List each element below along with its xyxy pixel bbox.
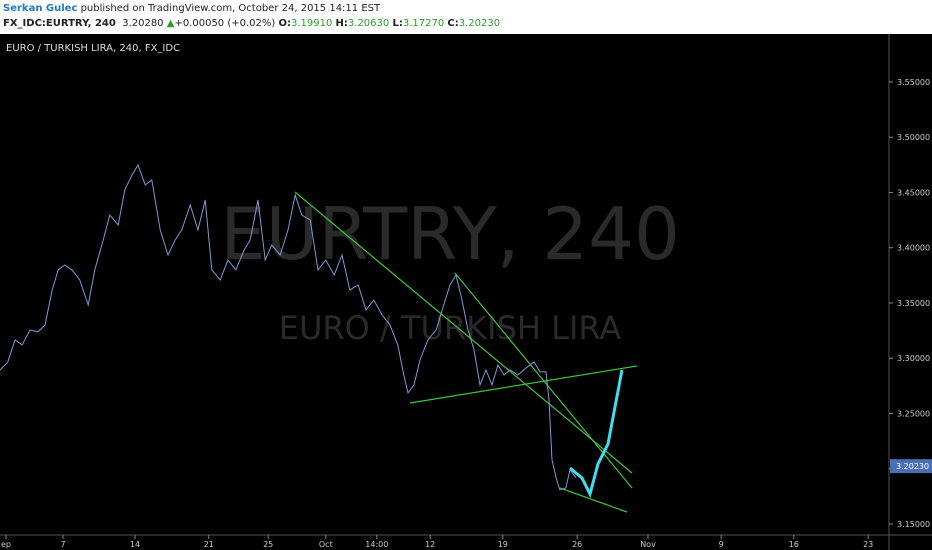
change: +0.00050 (+0.02%) [174,18,276,29]
x-tick-label: 21 [204,540,214,549]
published: published on TradingView.com, October 24… [80,3,381,14]
ohlc-line: FX_IDC:EURTRY, 240 3.20280 ▲+0.00050 (+0… [3,18,500,29]
x-tick-label: 12 [425,540,435,549]
l: 3.17270 [402,18,445,29]
projection [569,369,624,499]
watermark-sub: EURO / TURKISH LIRA [279,309,622,347]
y-tick-label: 3.50000 [897,133,930,142]
x-tick-label: 9 [719,540,724,549]
h-label: H: [335,18,348,29]
h: 3.20630 [347,18,390,29]
watermark: EURTRY, 240 [220,192,680,276]
c-label: C: [447,18,459,29]
symbol: FX_IDC:EURTRY, 240 [3,18,116,29]
x-tick-label: Oct [319,540,333,549]
x-tick-label: 26 [572,540,582,549]
x-tick-label: 14:00 [365,540,388,549]
y-tick-label: 3.55000 [897,78,930,87]
y-tick-label: 3.45000 [897,188,930,197]
c: 3.20230 [458,18,501,29]
publish-line: Serkan Gulec published on TradingView.co… [3,3,380,14]
x-tick-label: 16 [789,540,799,549]
y-tick-label: 3.35000 [897,299,930,308]
last: 3.20280 [122,18,164,29]
y-tick-label: 3.15000 [897,520,930,529]
last-price-box [890,459,932,474]
legend: EURO / TURKISH LIRA, 240, FX_IDC [6,43,180,54]
x-tick-label: 23 [863,540,873,549]
last-price-label: 3.20230 [896,462,929,471]
arrow: ▲ [166,18,175,29]
o: 3.19910 [290,18,333,29]
background [0,34,932,550]
trendline [294,191,633,474]
x-tick-label: Nov [640,540,656,549]
header: Serkan Gulec published on TradingView.co… [0,0,932,34]
x-tick-label: ep [1,540,11,549]
price-line [0,163,577,491]
o-label: O: [278,18,291,29]
x-tick-label: 7 [60,540,65,549]
trendline [559,487,628,513]
x-tick-label: 25 [263,540,273,549]
chart: EURTRY, 240 EURO / TURKISH LIRA EURO / T… [0,34,932,550]
y-tick-label: 3.30000 [897,354,930,363]
author[interactable]: Serkan Gulec [3,3,78,14]
x-tick-label: 19 [498,540,508,549]
x-tick-label: 14 [130,540,140,549]
y-tick-label: 3.25000 [897,409,930,418]
trendline [409,365,638,404]
l-label: L: [392,18,403,29]
y-tick-label: 3.40000 [897,244,930,253]
